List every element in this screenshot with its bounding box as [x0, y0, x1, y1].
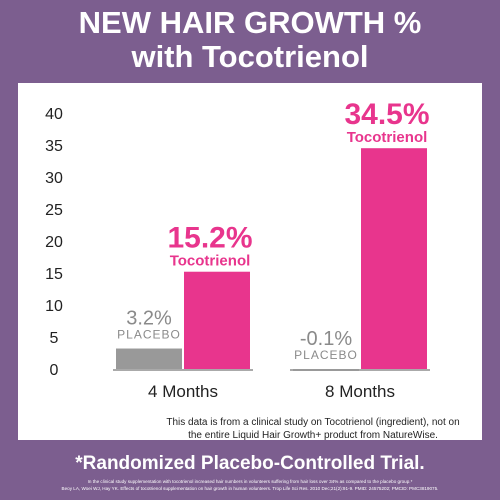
y-tick-label: 35 — [45, 138, 63, 155]
y-tick-label: 25 — [45, 202, 63, 219]
footer-headline: *Randomized Placebo-Controlled Trial. — [75, 453, 425, 474]
tocotrienol-bar — [361, 148, 427, 369]
y-tick-label: 0 — [50, 362, 59, 379]
chart-title-line-1: NEW HAIR GROWTH % — [78, 5, 422, 40]
placebo-value-label: 3.2% — [126, 308, 172, 330]
placebo-series-label: PLACEBO — [294, 348, 358, 362]
placebo-bar — [293, 369, 359, 371]
placebo-bar — [116, 348, 182, 369]
y-tick-label: 20 — [45, 234, 63, 251]
x-category-label: 4 Months — [148, 382, 218, 401]
x-category-label: 8 Months — [325, 382, 395, 401]
bar-chart: 05101520253035403.2%PLACEBO15.2%Tocotrie… — [45, 98, 430, 401]
disclaimer-note-line-1: This data is from a clinical study on To… — [166, 417, 460, 428]
disclaimer-note-line-2: the entire Liquid Hair Growth+ product f… — [188, 430, 438, 441]
y-tick-label: 5 — [50, 330, 59, 347]
placebo-value-label: -0.1% — [300, 328, 352, 350]
footer-citation-line-2: Beoy LA, Woei WJ, Hay YK. Effects of toc… — [61, 486, 439, 491]
tocotrienol-series-label: Tocotrienol — [170, 253, 251, 270]
footer-citation-line-1: In the clinical study supplementation wi… — [87, 479, 413, 484]
y-tick-label: 10 — [45, 298, 63, 315]
y-tick-label: 15 — [45, 266, 63, 283]
chart-panel: 0 5 10 15 20 25 30 35 40 3.2% PLACEBO 15.2% Tocotrie… — [18, 83, 482, 441]
y-tick-label: 40 — [45, 106, 63, 123]
y-tick-label: 30 — [45, 170, 63, 187]
chart-title-line-2: with Tocotrienol — [131, 39, 369, 74]
tocotrienol-value-label: 34.5% — [344, 98, 429, 131]
tocotrienol-value-label: 15.2% — [167, 222, 252, 255]
tocotrienol-bar — [184, 271, 250, 369]
tocotrienol-series-label: Tocotrienol — [347, 129, 428, 146]
placebo-series-label: PLACEBO — [117, 328, 181, 342]
